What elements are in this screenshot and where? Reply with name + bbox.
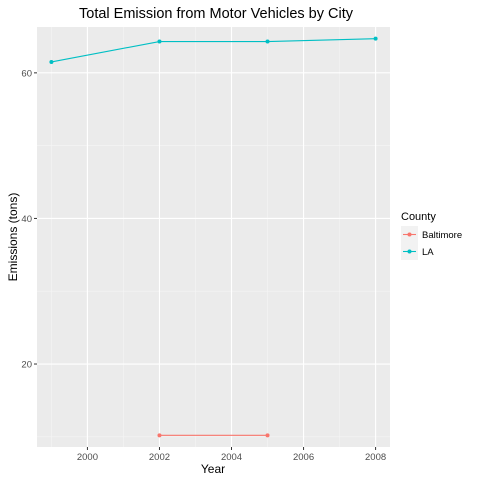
- chart-title: Total Emission from Motor Vehicles by Ci…: [79, 6, 354, 22]
- x-axis-label: Year: [201, 462, 225, 476]
- legend-label: Baltimore: [422, 230, 462, 241]
- data-point-la: [157, 39, 162, 44]
- legend-items: Baltimore LA: [401, 226, 462, 260]
- x-tick-label: 2008: [365, 452, 386, 463]
- legend-item-la: LA: [401, 243, 434, 260]
- x-tick-label: 2004: [221, 452, 242, 463]
- legend: County Baltimore LA: [401, 211, 462, 260]
- grid-major: [37, 27, 390, 447]
- y-tick-label: 60: [21, 68, 32, 79]
- data-point-la: [49, 59, 54, 64]
- x-axis-ticks: 2000 2002 2004 2006 2008: [77, 447, 386, 463]
- legend-title: County: [401, 211, 436, 223]
- data-point-la: [265, 39, 270, 44]
- series-line-la: [51, 38, 376, 63]
- y-tick-label: 20: [21, 360, 32, 371]
- x-tick-label: 2006: [293, 452, 314, 463]
- y-axis-label: Emissions (tons): [6, 193, 20, 282]
- y-axis-ticks: 20 40 60: [21, 68, 37, 371]
- legend-label: LA: [422, 247, 434, 258]
- data-point-la: [373, 36, 378, 41]
- legend-key-point: [407, 249, 412, 254]
- legend-item-baltimore: Baltimore: [401, 226, 462, 243]
- plot-panel: [37, 27, 390, 447]
- data-point-baltimore: [157, 433, 162, 438]
- x-tick-label: 2002: [149, 452, 170, 463]
- data-point-baltimore: [265, 433, 270, 438]
- legend-key-point: [407, 232, 412, 237]
- x-tick-label: 2000: [77, 452, 98, 463]
- y-tick-label: 40: [21, 214, 32, 225]
- series-layer: [49, 36, 378, 438]
- grid-minor: [37, 27, 390, 447]
